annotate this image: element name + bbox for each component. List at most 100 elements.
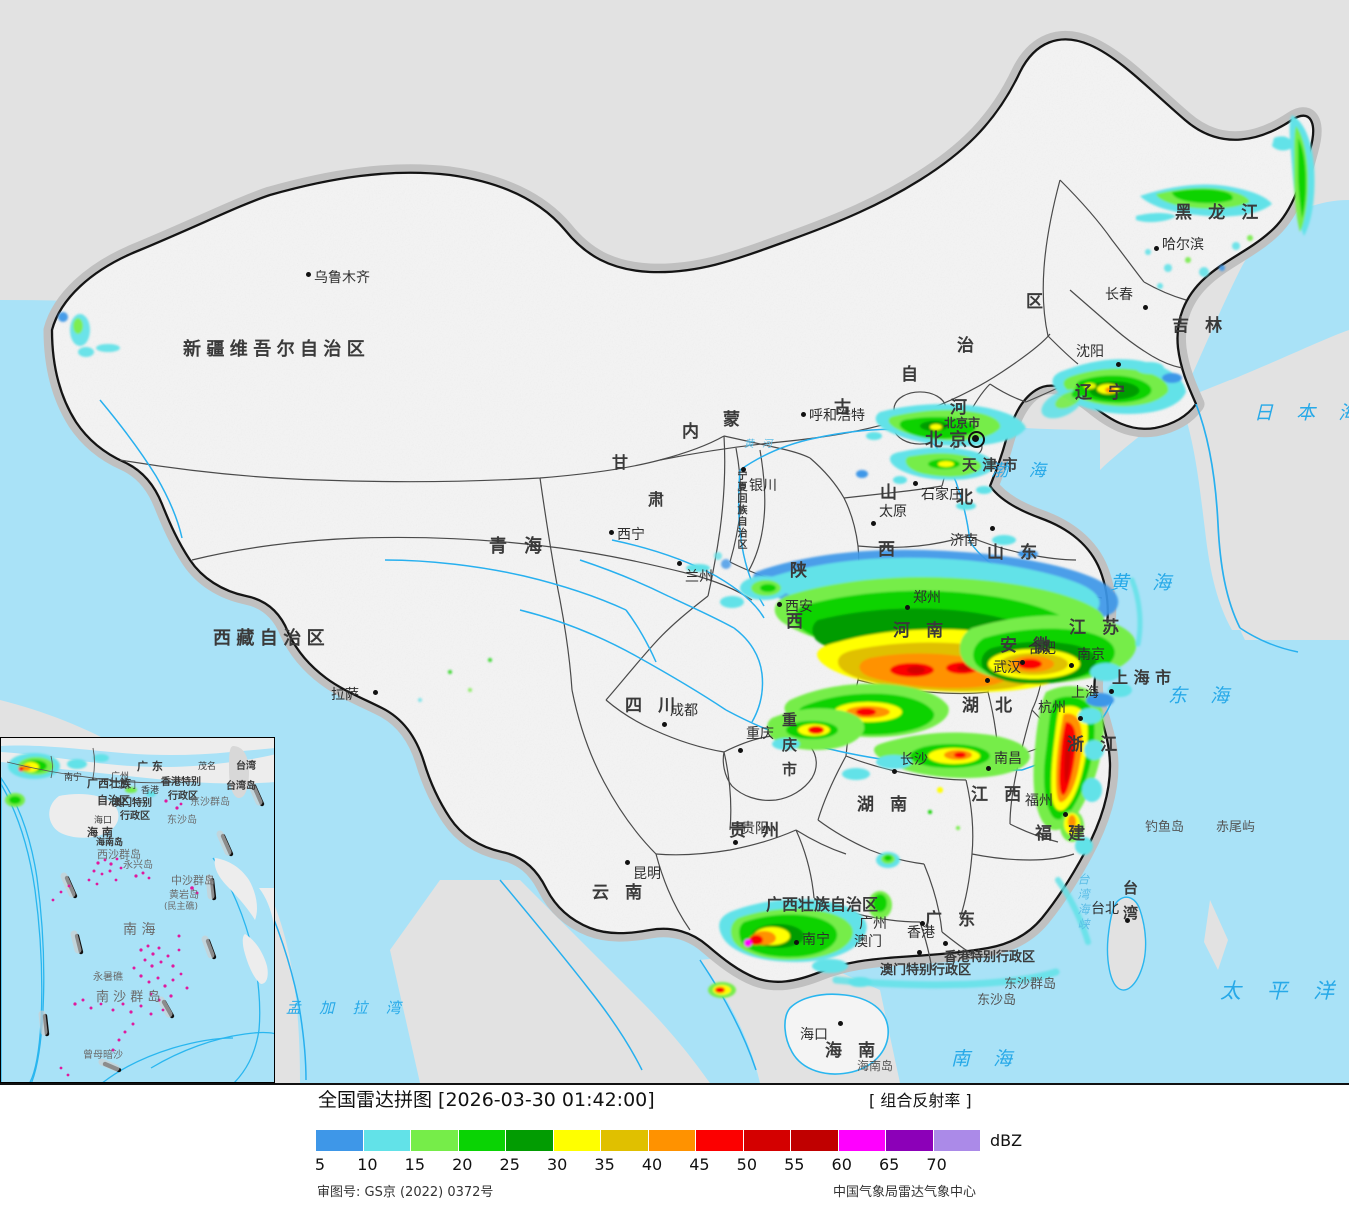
inset-city-label: 海口 [94,816,113,826]
inset-island-label: 中沙群岛 [171,874,215,887]
inset-province-label: 澳门特别 [112,798,152,809]
inset-island-label: 南 海 [123,922,156,938]
city-dot [1116,362,1121,367]
inset-city-label: 茂名 [198,762,217,772]
inset-province-label: 行政区 [168,791,198,802]
city-dot [677,561,682,566]
city-dot [838,1021,843,1026]
inset-label-layer: 广西壮族 自治区广 东台湾 台湾岛 香港特别 行政区 澳门特别 行政区海 南海南岛 广州 南宁澳… [1,738,274,1082]
city-dot [741,467,746,472]
dbz-tick-30: 30 [546,1155,568,1174]
city-dot [625,860,630,865]
inset-province-label: 海 南 [87,826,113,839]
inset-province-label: 海南岛 [96,838,124,848]
radar-echo-layer [58,115,1315,998]
inset-island-label: 西沙群岛 [97,848,141,861]
city-dot [985,678,990,683]
dbz-tick-35: 35 [594,1155,615,1174]
colorbar-segment-65[interactable] [886,1130,934,1151]
capital-marker-beijing [968,431,985,448]
dbz-tick-55: 55 [784,1155,805,1174]
dbz-tick-10: 10 [357,1155,378,1174]
inset-province-label: 香港特别 [161,777,201,788]
colorbar-segment-10[interactable] [363,1130,411,1151]
city-dot [905,605,910,610]
city-dot [1109,689,1114,694]
dbz-colorbar[interactable] [316,1130,980,1151]
dbz-unit-label: dBZ [990,1131,1023,1150]
inset-island-label: 东沙岛 [167,815,197,826]
inset-province-label: 台湾 [236,761,256,772]
inset-island-label: 曾母暗沙 [83,1050,123,1061]
city-dot [892,769,897,774]
city-dot [920,921,925,926]
colorbar-segment-55[interactable] [791,1130,839,1151]
map-approval-number: 审图号: GS京 (2022) 0372号 [317,1185,494,1200]
city-dot [917,950,922,955]
inset-province-label: 广西壮族 [87,777,131,790]
reef-markers [51,799,199,1077]
city-dot [1069,663,1074,668]
map-title: 全国雷达拼图 [2026-03-30 01:42:00] [318,1089,655,1111]
dbz-tick-20: 20 [452,1155,473,1174]
colorbar-segment-25[interactable] [506,1130,554,1151]
inset-city-label: 香港 [141,786,160,796]
major-islands [784,896,1147,1075]
colorbar-segment-15[interactable] [411,1130,459,1151]
dbz-tick-40: 40 [641,1155,663,1174]
city-dot [1143,305,1148,310]
dbz-tick-25: 25 [499,1155,520,1174]
city-dot [609,530,614,535]
inset-island-label: 东沙群岛 [190,797,230,808]
city-dot [306,272,311,277]
inset-island-label: 黄岩岛 [169,890,199,901]
colorbar-segment-30[interactable] [553,1130,601,1151]
colorbar-segment-5[interactable] [316,1130,364,1151]
product-type-label: [ 组合反射率 ] [869,1091,972,1110]
inset-island-label: 南 沙 群 岛 [96,990,161,1005]
colorbar-segment-60[interactable] [838,1130,886,1151]
dbz-tick-45: 45 [689,1155,710,1174]
colorbar-segment-50[interactable] [743,1130,791,1151]
city-dot [943,941,948,946]
city-dot [1125,918,1130,923]
city-dot [733,840,738,845]
city-dot [373,690,378,695]
colorbar-segment-20[interactable] [458,1130,506,1151]
south-china-sea-inset[interactable]: 广西壮族 自治区广 东台湾 台湾岛 香港特别 行政区 澳门特别 行政区海 南海南岛 广州 南宁澳… [0,737,275,1083]
legend-panel: 全国雷达拼图 [2026-03-30 01:42:00] [ 组合反射率 ] 5… [0,1083,1349,1208]
inset-canvas [1,738,274,1082]
dbz-tick-5: 5 [314,1155,326,1174]
colorbar-segment-45[interactable] [696,1130,744,1151]
city-dot [871,521,876,526]
city-dot [1154,246,1159,251]
inset-province-label: 自治区 [97,794,130,807]
colorbar-segment-35[interactable] [601,1130,649,1151]
city-dot [777,602,782,607]
city-dot [913,481,918,486]
issuing-agency: 中国气象局雷达气象中心 [833,1185,977,1200]
dbz-tick-70: 70 [926,1155,947,1174]
city-dot [738,748,743,753]
city-dot [1078,716,1083,721]
city-dot [801,412,806,417]
city-dot [794,940,799,945]
inset-city-label: 南宁 [64,773,83,783]
city-dot [662,722,667,727]
inset-city-label: 澳门 [118,781,137,791]
city-dot [1020,660,1025,665]
inset-province-label: 台湾岛 [226,781,256,792]
city-dot [990,526,995,531]
inset-island-label: 永暑礁 [93,972,123,983]
dbz-tick-65: 65 [878,1155,900,1174]
inset-island-label: (民主礁) [164,902,199,912]
inset-city-label: 广州 [111,772,130,782]
dbz-tick-15: 15 [404,1155,426,1174]
colorbar-segment-40[interactable] [648,1130,696,1151]
colorbar-segment-70[interactable] [933,1130,980,1151]
inset-island-label: 永兴岛 [123,860,153,871]
dbz-tick-50: 50 [736,1155,758,1174]
city-dot [986,766,991,771]
inset-province-label: 行政区 [120,811,150,822]
